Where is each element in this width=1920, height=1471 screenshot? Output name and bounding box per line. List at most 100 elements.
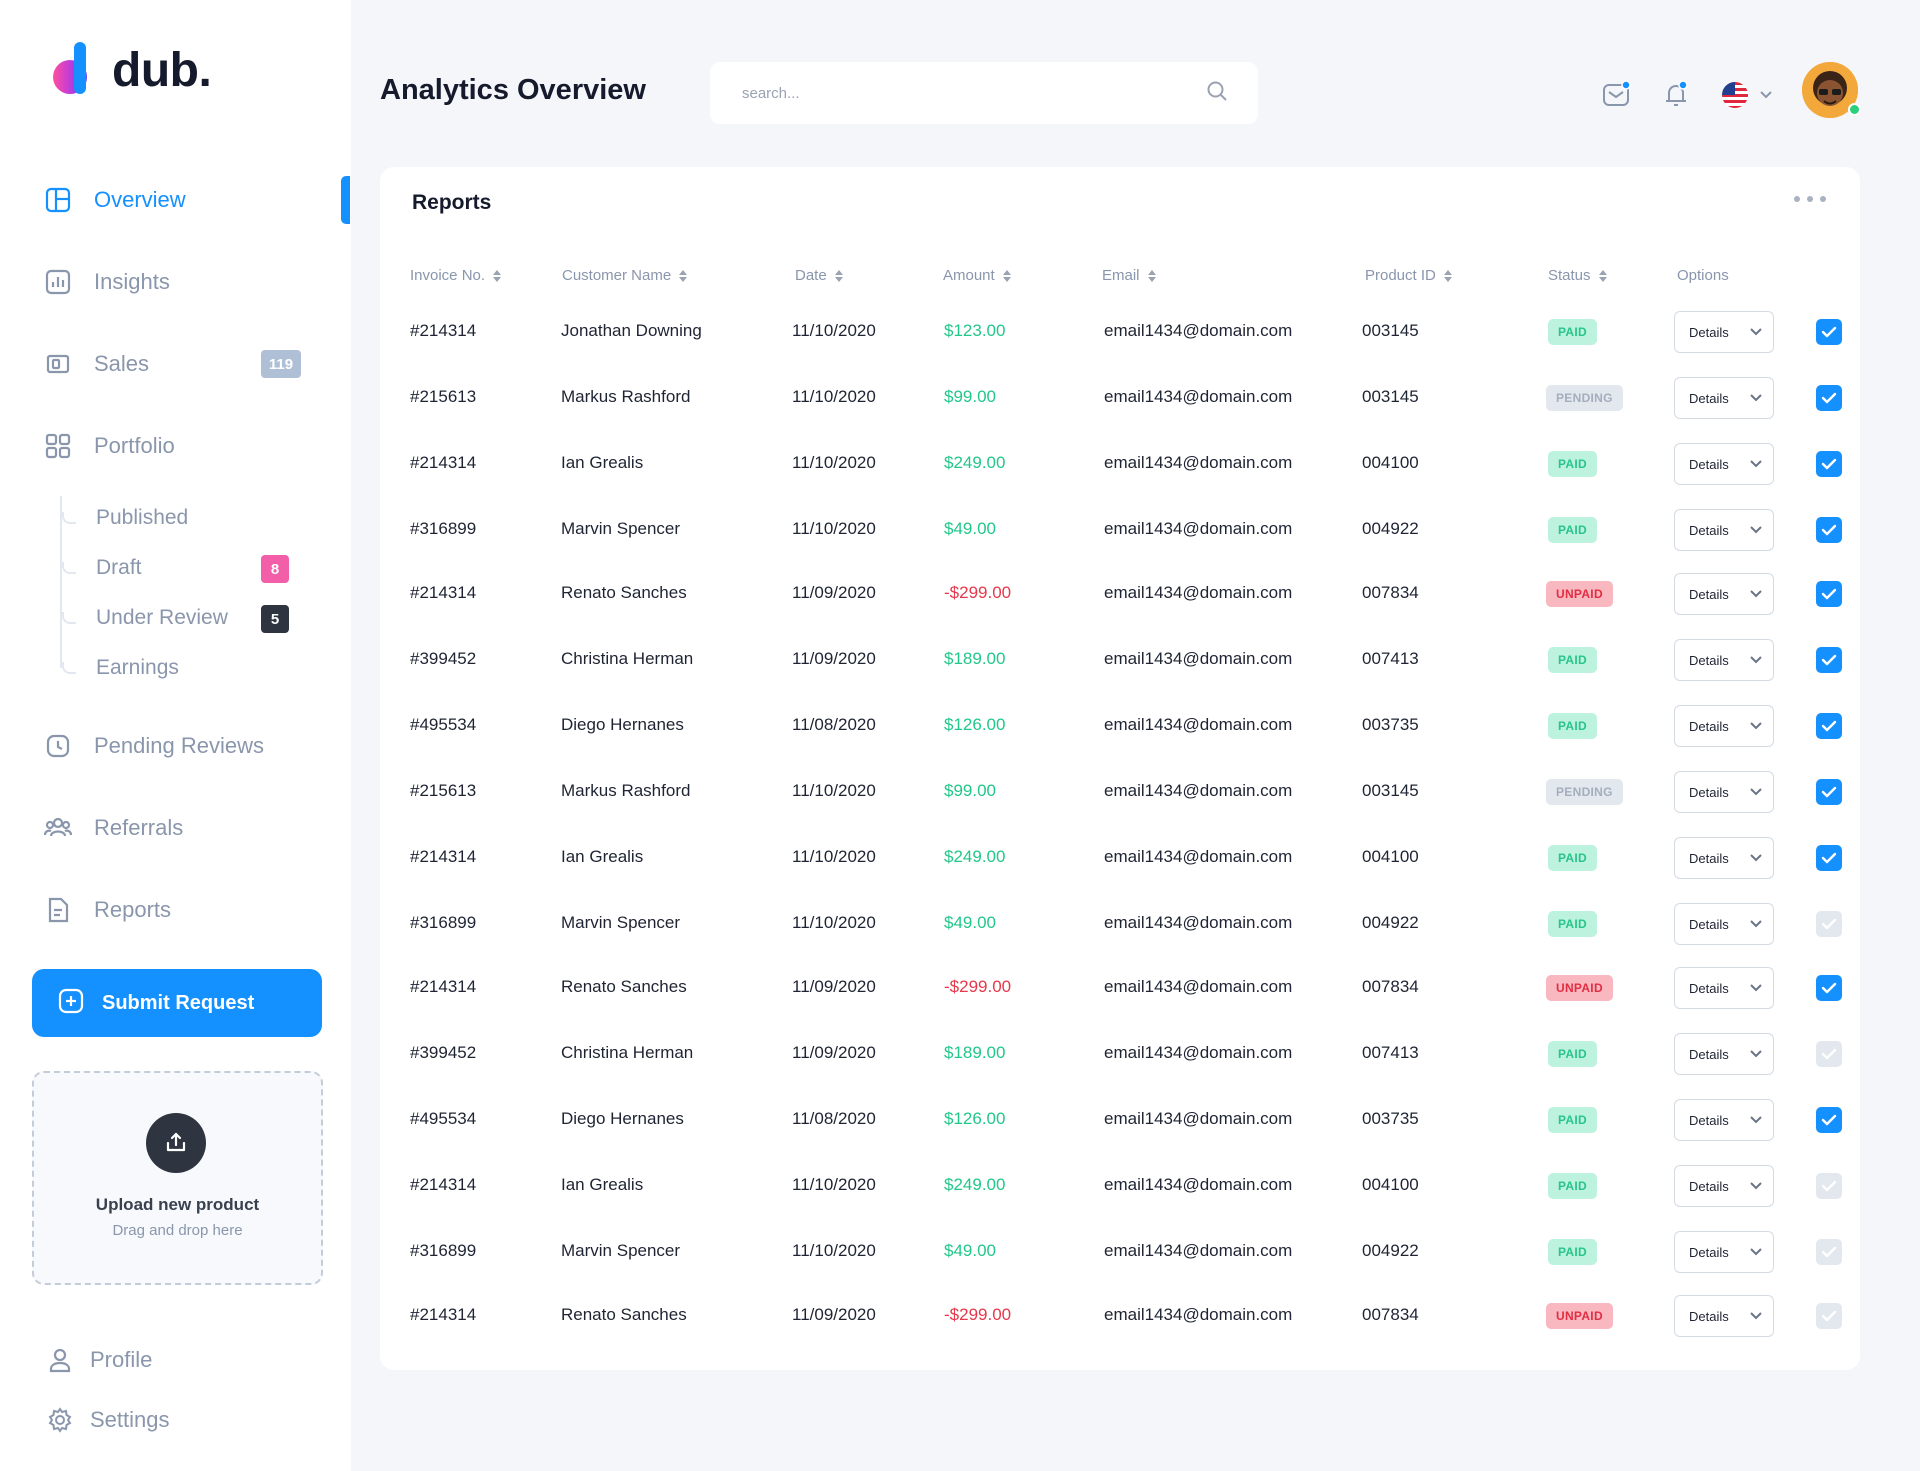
invoice-cell: #316899: [410, 519, 477, 538]
invoice-cell: #215613: [410, 781, 477, 800]
details-dropdown[interactable]: Details: [1674, 771, 1774, 813]
status-badge: PENDING: [1546, 779, 1623, 805]
details-dropdown[interactable]: Details: [1674, 967, 1774, 1009]
row-checkbox[interactable]: [1816, 1041, 1842, 1067]
review-count-badge: 5: [261, 605, 289, 633]
row-checkbox[interactable]: [1816, 845, 1842, 871]
customer-cell: Marvin Spencer: [561, 913, 681, 932]
col-header-customer[interactable]: Customer Name: [562, 267, 688, 284]
col-header-status[interactable]: Status: [1548, 267, 1607, 284]
submit-request-button[interactable]: Submit Request: [32, 969, 322, 1037]
col-header-amount[interactable]: Amount: [943, 267, 1011, 284]
details-dropdown[interactable]: Details: [1674, 1099, 1774, 1141]
details-dropdown[interactable]: Details: [1674, 903, 1774, 945]
details-dropdown[interactable]: Details: [1674, 377, 1774, 419]
col-header-email[interactable]: Email: [1102, 267, 1156, 284]
row-checkbox[interactable]: [1816, 1303, 1842, 1329]
row-checkbox[interactable]: [1816, 779, 1842, 805]
row-checkbox[interactable]: [1816, 647, 1842, 673]
details-dropdown[interactable]: Details: [1674, 311, 1774, 353]
more-options-button[interactable]: [1794, 191, 1826, 207]
amount-cell: $99.00: [944, 387, 996, 406]
nav-item-insights[interactable]: Insights: [44, 268, 170, 296]
details-dropdown[interactable]: Details: [1674, 1295, 1774, 1337]
table-row: #316899 Marvin Spencer 11/10/2020 $49.00 ema…: [380, 509, 1860, 551]
amount-cell: $249.00: [944, 1175, 1006, 1194]
email-cell: email1434@domain.com: [1104, 519, 1293, 538]
col-header-product-id[interactable]: Product ID: [1365, 267, 1452, 284]
details-dropdown[interactable]: Details: [1674, 837, 1774, 879]
details-dropdown[interactable]: Details: [1674, 443, 1774, 485]
amount-cell: $189.00: [944, 649, 1006, 668]
mail-button[interactable]: [1600, 78, 1632, 110]
nav-item-profile[interactable]: Profile: [46, 1346, 152, 1374]
col-header-date[interactable]: Date: [795, 267, 843, 284]
row-checkbox[interactable]: [1816, 517, 1842, 543]
avatar[interactable]: [1802, 62, 1861, 118]
customer-cell: Christina Herman: [561, 1043, 694, 1062]
check-icon: [1821, 720, 1837, 732]
check-icon: [1821, 1048, 1837, 1060]
sub-item-published[interactable]: Published: [96, 506, 189, 529]
check-icon: [1821, 458, 1837, 470]
sub-item-under-review[interactable]: Under Review: [96, 606, 228, 629]
customer-cell: Diego Hernanes: [561, 1109, 684, 1128]
row-checkbox[interactable]: [1816, 451, 1842, 477]
details-dropdown[interactable]: Details: [1674, 1231, 1774, 1273]
row-checkbox[interactable]: [1816, 385, 1842, 411]
nav-item-pending-reviews[interactable]: Pending Reviews: [44, 732, 264, 760]
details-dropdown[interactable]: Details: [1674, 573, 1774, 615]
date-cell: 11/10/2020: [792, 387, 876, 406]
customer-cell: Renato Sanches: [561, 583, 687, 602]
upload-dropzone[interactable]: Upload new product Drag and drop here: [32, 1071, 323, 1285]
upload-button[interactable]: [146, 1113, 206, 1173]
details-dropdown[interactable]: Details: [1674, 1165, 1774, 1207]
nav-item-referrals[interactable]: Referrals: [44, 814, 183, 842]
date-cell: 11/09/2020: [792, 583, 876, 602]
amount-cell: $49.00: [944, 519, 996, 538]
sort-icon: [1002, 269, 1011, 282]
row-checkbox[interactable]: [1816, 1173, 1842, 1199]
upload-icon: [166, 1132, 186, 1152]
search-icon[interactable]: [1206, 80, 1228, 107]
table-row: #214314 Ian Grealis 11/10/2020 $249.00 email…: [380, 443, 1860, 485]
col-header-label: Options: [1677, 267, 1729, 284]
row-checkbox[interactable]: [1816, 319, 1842, 345]
row-checkbox[interactable]: [1816, 911, 1842, 937]
logo[interactable]: dub.: [52, 42, 212, 98]
invoice-cell: #399452: [410, 1043, 477, 1062]
row-checkbox[interactable]: [1816, 1107, 1842, 1133]
nav-item-sales[interactable]: Sales: [44, 350, 149, 378]
sub-item-draft[interactable]: Draft: [96, 556, 142, 579]
nav-item-portfolio[interactable]: Portfolio: [44, 432, 175, 460]
notification-button[interactable]: [1660, 78, 1692, 110]
row-checkbox[interactable]: [1816, 1239, 1842, 1265]
details-dropdown[interactable]: Details: [1674, 639, 1774, 681]
details-dropdown[interactable]: Details: [1674, 509, 1774, 551]
nav-label-referrals: Referrals: [94, 815, 184, 840]
details-dropdown[interactable]: Details: [1674, 1033, 1774, 1075]
nav-item-settings[interactable]: Settings: [46, 1406, 170, 1434]
details-dropdown[interactable]: Details: [1674, 705, 1774, 747]
customer-cell: Christina Herman: [561, 649, 694, 668]
nav-item-overview[interactable]: Overview: [44, 186, 186, 214]
email-cell: email1434@domain.com: [1104, 1175, 1293, 1194]
email-cell: email1434@domain.com: [1104, 1109, 1293, 1128]
nav-item-reports[interactable]: Reports: [44, 896, 171, 924]
table-row: #495534 Diego Hernanes 11/08/2020 $126.00 em…: [380, 1099, 1860, 1141]
nav-label-portfolio: Portfolio: [94, 433, 175, 458]
col-header-invoice[interactable]: Invoice No.: [410, 267, 502, 284]
row-checkbox[interactable]: [1816, 581, 1842, 607]
sort-icon: [679, 269, 688, 282]
row-checkbox[interactable]: [1816, 713, 1842, 739]
invoice-cell: #214314: [410, 1175, 477, 1194]
sub-item-earnings[interactable]: Earnings: [96, 656, 179, 679]
row-checkbox[interactable]: [1816, 975, 1842, 1001]
customer-cell: Diego Hernanes: [561, 715, 684, 734]
language-selector[interactable]: [1718, 80, 1776, 110]
nav-label-insights: Insights: [94, 269, 170, 294]
search-input[interactable]: [742, 84, 1206, 102]
customer-cell: Marvin Spencer: [561, 519, 681, 538]
email-cell: email1434@domain.com: [1104, 715, 1293, 734]
amount-cell: -$299.00: [944, 977, 1012, 996]
